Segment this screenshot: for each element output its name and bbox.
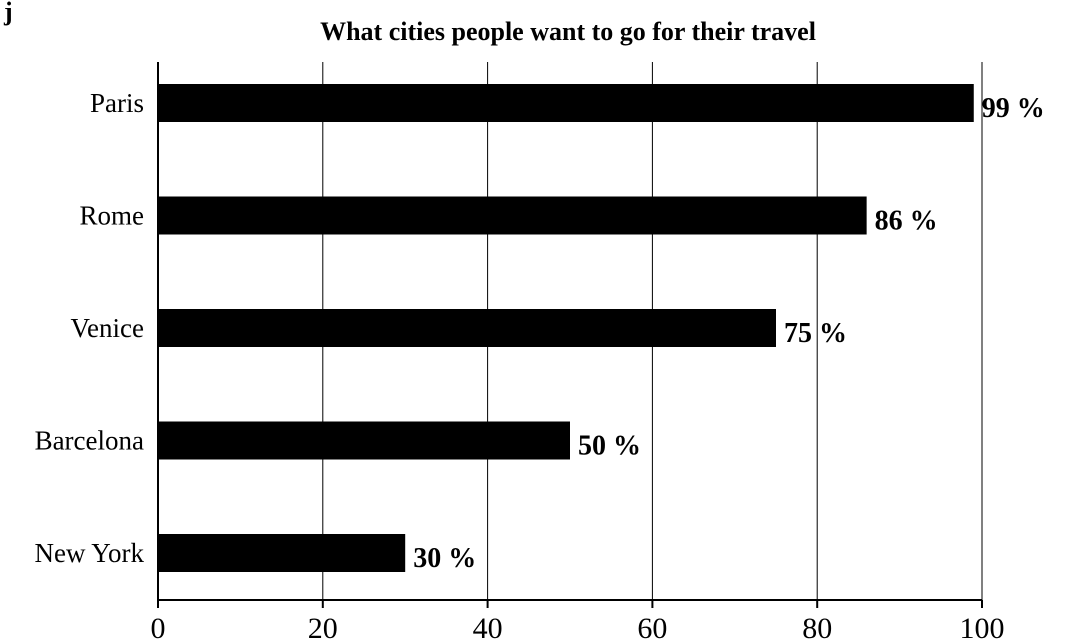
x-tick-label-60: 60 [637,612,667,642]
x-tick-label-0: 0 [151,612,166,642]
data-label-rome: 86 % [875,206,938,237]
category-label-venice: Venice [71,313,144,343]
page-marker: j [3,0,13,26]
chart-title: What cities people want to go for their … [320,17,816,46]
category-label-paris: Paris [90,88,144,118]
category-label-barcelona: Barcelona [35,426,144,456]
category-label-rome: Rome [80,201,145,231]
bar-venice [158,309,776,347]
x-axis-ticks: 0 20 40 60 80 100 [151,600,1005,642]
x-tick-label-20: 20 [308,612,338,642]
data-label-barcelona: 50 % [578,431,641,462]
x-tick-label-40: 40 [473,612,503,642]
data-labels: 99 % 86 % 75 % 50 % 30 % [413,93,1045,574]
category-label-new-york: New York [34,538,144,568]
bar-paris [158,84,974,122]
x-tick-label-80: 80 [802,612,832,642]
data-label-paris: 99 % [982,93,1045,124]
bar-new-york [158,534,406,572]
category-labels: Paris Rome Venice Barcelona New York [34,88,144,568]
bar-rome [158,196,867,235]
data-label-venice: 75 % [784,318,847,349]
bars [158,84,974,572]
data-label-new-york: 30 % [413,543,476,574]
x-tick-label-100: 100 [960,612,1005,642]
bar-barcelona [158,421,570,460]
